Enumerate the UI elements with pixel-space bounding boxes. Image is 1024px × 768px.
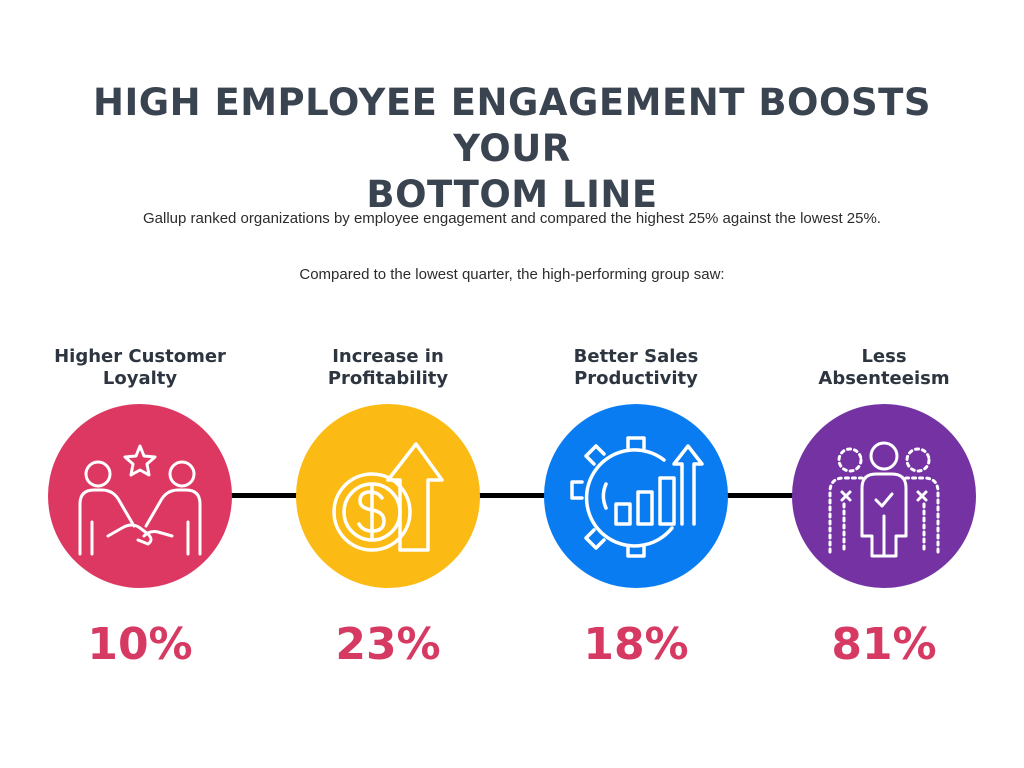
metric-value: 10% bbox=[87, 619, 193, 670]
metric-label: Increase in Profitability bbox=[327, 346, 449, 389]
subtitle: Gallup ranked organizations by employee … bbox=[143, 210, 881, 227]
gear-bar-chart-icon bbox=[570, 436, 704, 558]
metric-value: 23% bbox=[335, 619, 441, 670]
metric-value: 81% bbox=[831, 619, 937, 670]
coin-arrow-up-icon bbox=[332, 442, 444, 552]
metric-label: Less Absenteeism bbox=[818, 346, 950, 389]
metric-sales-productivity: Better Sales Productivity 18% bbox=[521, 0, 751, 768]
metric-circle bbox=[792, 404, 976, 588]
title-line-2: BOTTOM LINE bbox=[366, 173, 658, 216]
metric-value: 18% bbox=[583, 619, 689, 670]
intro-text: Compared to the lowest quarter, the high… bbox=[299, 266, 725, 283]
connector-line bbox=[140, 493, 884, 498]
metric-circle bbox=[544, 404, 728, 588]
metric-absenteeism: Less Absenteeism 81% bbox=[769, 0, 999, 768]
metric-profitability: Increase in Profitability 23% bbox=[273, 0, 503, 768]
metric-label: Higher Customer Loyalty bbox=[54, 346, 226, 389]
metric-customer-loyalty: Higher Customer Loyalty 10% bbox=[25, 0, 255, 768]
page-title: HIGH EMPLOYEE ENGAGEMENT BOOSTS YOUR BOT… bbox=[40, 80, 984, 218]
metric-circle bbox=[296, 404, 480, 588]
handshake-star-icon bbox=[78, 444, 202, 556]
title-line-1: HIGH EMPLOYEE ENGAGEMENT BOOSTS YOUR bbox=[93, 81, 931, 170]
metric-circle bbox=[48, 404, 232, 588]
team-people-icon bbox=[828, 441, 940, 558]
metric-label: Better Sales Productivity bbox=[573, 346, 699, 389]
